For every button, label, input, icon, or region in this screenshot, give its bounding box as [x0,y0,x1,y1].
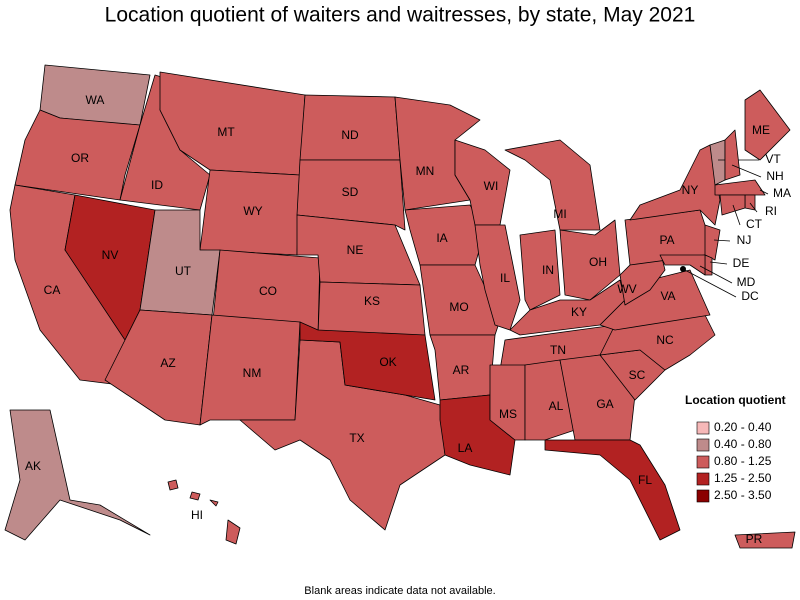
state-label: RI [765,204,777,218]
state-shape [189,491,201,501]
state-label: CO [259,284,277,298]
callout-line [731,164,762,178]
state-shape [474,224,521,331]
state-label: HI [191,508,203,522]
state-shape [719,194,746,216]
callout-line [749,202,758,213]
legend-swatch [696,472,710,486]
state-shape [167,479,179,491]
state-label: VA [660,289,675,303]
legend-label: 2.50 - 3.50 [714,488,772,502]
state-label: PR [746,532,763,546]
state-label: WA [86,93,105,107]
state-label: TX [349,431,364,445]
state-label: MT [217,125,235,139]
footnote: Blank areas indicate data not available. [304,585,495,597]
state-label: KS [364,294,380,308]
state-label: MI [553,207,566,221]
legend-label: 1.25 - 2.50 [714,471,772,485]
state-label: NV [102,248,119,262]
state-label: ME [752,123,770,137]
state-label: NM [243,366,262,380]
state-label: NJ [737,233,752,247]
state-label: WY [243,204,262,218]
state-label: OK [379,355,396,369]
state-shape [629,144,721,226]
legend-label: 0.40 - 0.80 [714,437,772,451]
state-label: AL [549,399,564,413]
legend-title: Location quotient [685,393,786,407]
callout-line [732,204,741,226]
callout-line [682,268,737,298]
state-label: NE [347,243,364,257]
callout-line [713,239,731,242]
state-label: DE [733,256,750,270]
state-shape [734,531,796,549]
callout-line [709,261,728,265]
state-label: IL [500,271,510,285]
state-label: ND [341,128,359,142]
state-shape [225,519,241,545]
state-label: PA [659,233,674,247]
state-label: AZ [160,356,175,370]
legend: 0.20 - 0.40 0.40 - 0.80 0.80 - 1.25 1.25 - … [696,420,772,503]
state-label: MD [737,275,756,289]
state-label: AK [25,459,41,473]
legend-swatch [696,421,710,435]
state-shape [519,229,561,311]
state-label: WI [484,179,499,193]
state-shape [544,439,681,541]
legend-label: 0.80 - 1.25 [714,454,772,468]
legend-label: 0.20 - 0.40 [714,420,772,434]
state-label: NC [656,333,674,347]
state-label: OH [589,255,607,269]
state-label: UT [175,264,192,278]
state-shape [599,314,716,371]
state-label: SC [629,368,646,382]
states: WA OR CA NV ID MT WY UT CO AZ NM ND SD NE KS TX OK MN IA MO… [4,64,796,549]
state-label: GA [596,397,613,411]
state-label: CA [44,283,61,297]
state-shape [504,139,601,231]
state-shape [659,254,706,276]
state-label: MS [499,407,517,421]
state-label: IA [436,231,447,245]
state-shape [714,179,766,196]
state-label: NY [682,183,699,197]
state-shape [299,321,436,401]
state-label: MA [773,186,791,200]
state-label: DC [741,289,759,303]
callout-line [699,265,733,284]
state-label: LA [458,441,473,455]
state-label: VT [765,152,781,166]
state-shape [744,89,791,161]
state-label: OR [71,151,89,165]
callout-line [759,189,769,195]
state-label: IN [542,263,554,277]
state-shape [296,159,406,231]
legend-swatch [696,438,710,452]
state-shape [209,499,219,507]
map-title: Location quotient of waiters and waitres… [105,4,696,27]
state-label: CT [746,217,763,231]
state-label: KY [571,305,587,319]
state-label: MN [416,164,435,178]
state-shape [4,409,151,541]
state-label: ID [151,178,163,192]
state-shape [317,281,426,336]
state-shape [14,109,141,201]
state-label: SD [342,185,359,199]
state-label: FL [638,473,652,487]
state-shape [724,129,741,181]
state-shape [704,224,721,261]
state-label: WV [617,282,636,296]
state-label: AR [453,363,470,377]
state-label: TN [550,343,566,357]
legend-swatch [696,489,710,503]
state-label: MO [449,300,468,314]
state-label: NH [766,169,783,183]
legend-swatch [696,455,710,469]
state-shape [524,359,576,441]
